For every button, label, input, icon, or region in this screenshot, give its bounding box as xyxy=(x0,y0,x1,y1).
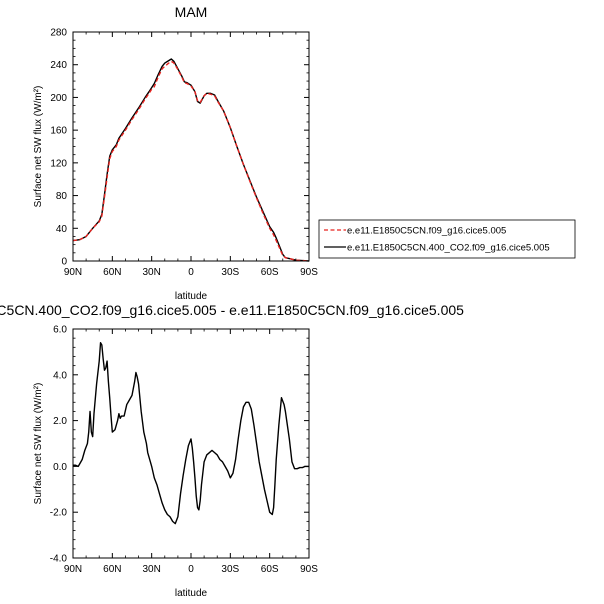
series-line-1 xyxy=(72,58,310,262)
x-tick-label: 90S xyxy=(300,267,318,278)
y-tick-label: 6.0 xyxy=(53,325,67,336)
bottom-chart-title: e.e11.E1850C5CN.400_CO2.f09_g16.cice5.00… xyxy=(0,302,464,318)
bottom-tick-labels: 90N 60N 30N 0 30S 60S 90S -4.0 -2.0 0.0 2.0 4.0 6.0 xyxy=(50,325,318,576)
y-tick-label: 240 xyxy=(50,60,67,71)
x-tick-label: 30N xyxy=(142,267,160,278)
x-tick-label: 90N xyxy=(64,564,82,575)
x-tick-label: 30S xyxy=(221,564,239,575)
y-tick-label: -4.0 xyxy=(50,554,68,565)
y-tick-label: 80 xyxy=(56,191,68,202)
legend-label-control: e.e11.E1850C5CN.f09_g16.cice5.005 xyxy=(347,226,506,237)
x-tick-label: 30N xyxy=(142,564,160,575)
top-tick-labels: 90N 60N 30N 0 30S 60S 90S 0 40 80 120 160 200 240 280 xyxy=(50,28,318,279)
top-chart-title: MAM xyxy=(175,4,208,20)
y-tick-label: 280 xyxy=(50,28,67,39)
x-tick-label: 0 xyxy=(188,267,194,278)
series-line-0 xyxy=(72,60,310,262)
y-tick-label: 2.0 xyxy=(53,416,67,427)
y-tick-label: 160 xyxy=(50,126,67,137)
x-tick-label: 60S xyxy=(261,564,279,575)
x-tick-label: 90S xyxy=(300,564,318,575)
x-tick-label: 60N xyxy=(103,267,121,278)
bottom-plot-frame xyxy=(72,328,310,559)
bottom-y-axis-label: Surface net SW flux (W/m²) xyxy=(33,383,44,505)
y-tick-label: 200 xyxy=(50,93,67,104)
x-tick-label: 60S xyxy=(261,267,279,278)
top-y-axis-label: Surface net SW flux (W/m²) xyxy=(33,86,44,208)
x-tick-label: 30S xyxy=(221,267,239,278)
y-tick-label: 40 xyxy=(56,224,68,235)
legend-box xyxy=(318,219,576,259)
x-tick-label: 0 xyxy=(188,564,194,575)
bottom-series-lines xyxy=(73,342,309,525)
top-x-axis-label: latitude xyxy=(175,291,208,302)
top-panel: MAM 90N 60N 30N 0 30S 60S 90S 0 40 80 120 160 200 240… xyxy=(33,4,318,302)
x-tick-label: 60N xyxy=(103,564,121,575)
legend: e.e11.E1850C5CN.f09_g16.cice5.005 e.e11.… xyxy=(318,219,576,259)
bottom-panel: e.e11.E1850C5CN.400_CO2.f09_g16.cice5.00… xyxy=(0,302,464,599)
y-tick-label: 4.0 xyxy=(53,370,67,381)
series-line-0 xyxy=(73,342,309,525)
y-tick-label: 120 xyxy=(50,158,67,169)
top-series-lines xyxy=(72,58,310,262)
legend-label-co2: e.e11.E1850C5CN.400_CO2.f09_g16.cice5.00… xyxy=(347,243,550,254)
y-tick-label: 0 xyxy=(61,257,67,268)
top-plot-frame xyxy=(72,31,310,262)
top-tick-marks xyxy=(72,31,310,262)
x-tick-label: 90N xyxy=(64,267,82,278)
y-tick-label: -2.0 xyxy=(50,508,68,519)
y-tick-label: 0.0 xyxy=(53,462,67,473)
bottom-x-axis-label: latitude xyxy=(175,588,208,599)
